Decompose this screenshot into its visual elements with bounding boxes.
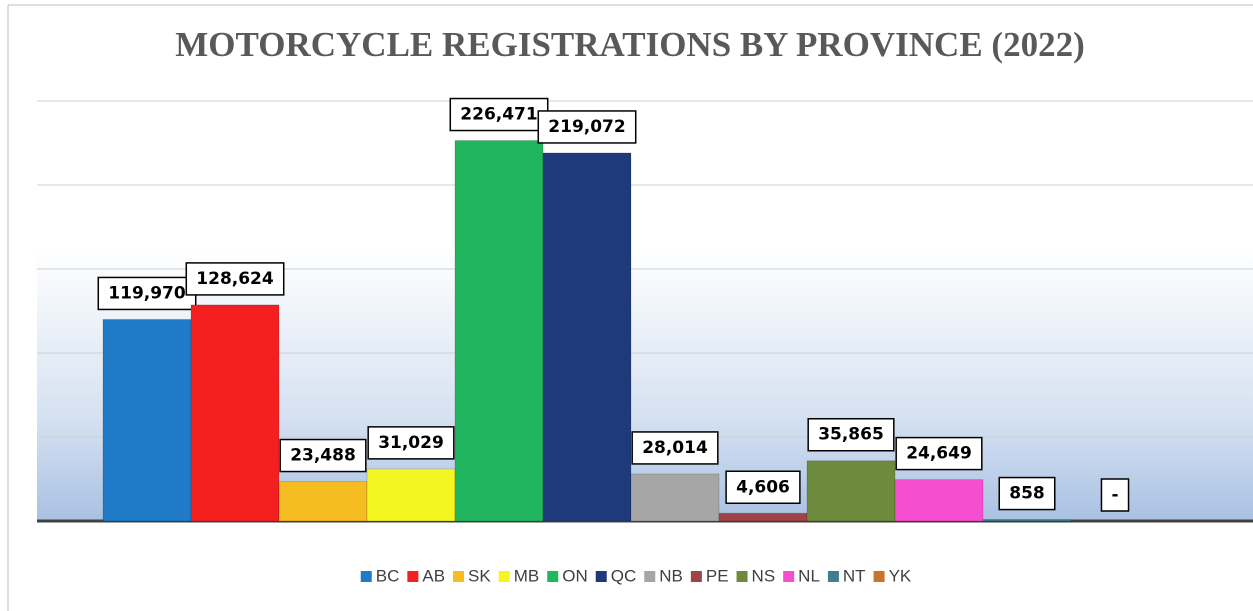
- legend-label: NS: [752, 566, 776, 585]
- legend-label: SK: [468, 566, 491, 585]
- legend-label: ON: [562, 566, 588, 585]
- chart-title: MOTORCYCLE REGISTRATIONS BY PROVINCE (20…: [175, 25, 1084, 64]
- bar: [366, 468, 456, 522]
- value-label: 31,029: [378, 433, 444, 453]
- value-label: 24,649: [906, 444, 972, 464]
- value-label-box: [185, 262, 285, 296]
- legend-swatch: [690, 571, 702, 582]
- value-label-box: [97, 276, 197, 311]
- legend-swatch: [827, 571, 839, 582]
- legend-swatch: [407, 571, 419, 582]
- legend-swatch: [453, 571, 465, 582]
- value-label-box: [449, 97, 549, 132]
- bar: [542, 152, 632, 522]
- value-label-box: [631, 431, 719, 465]
- value-label-box: [998, 476, 1056, 511]
- value-label: 119,970: [108, 283, 186, 303]
- legend-swatch: [547, 571, 559, 582]
- legend-swatch: [736, 571, 748, 582]
- legend-swatch: [783, 571, 795, 582]
- bar: [806, 460, 896, 522]
- value-label-box: [279, 438, 367, 473]
- legend-label: MB: [514, 566, 540, 585]
- value-label-box: [367, 426, 455, 460]
- bar: [454, 140, 544, 522]
- value-label: -: [1111, 485, 1118, 505]
- legend-label: PE: [706, 566, 729, 585]
- value-label-box: [1100, 478, 1130, 512]
- value-label: 219,072: [548, 117, 625, 137]
- bar: [190, 304, 280, 522]
- legend-label: NT: [843, 566, 866, 585]
- bar: [894, 479, 984, 522]
- legend-swatch: [873, 571, 885, 582]
- legend-label: NB: [659, 566, 683, 585]
- legend-swatch: [644, 571, 656, 582]
- value-label: 128,624: [196, 269, 274, 289]
- legend-label: BC: [376, 566, 400, 585]
- legend-label: AB: [422, 566, 445, 585]
- bar: [718, 512, 808, 522]
- value-label-box: [895, 436, 983, 471]
- value-label: 35,865: [818, 425, 884, 445]
- legend-label: QC: [611, 566, 637, 585]
- legend-label: YK: [889, 566, 912, 585]
- value-label: 858: [1009, 484, 1045, 504]
- value-label: 226,471: [460, 105, 537, 125]
- legend-swatch: [498, 571, 510, 582]
- bar: [102, 318, 192, 522]
- value-label: 4,606: [736, 477, 790, 497]
- legend-label: NL: [798, 566, 820, 585]
- value-label: 28,014: [642, 438, 708, 458]
- bar: [278, 481, 368, 522]
- legend-swatch: [360, 571, 372, 582]
- bar: [630, 473, 720, 522]
- value-label-box: [537, 110, 637, 144]
- value-label-box: [807, 417, 895, 452]
- value-label: 23,488: [290, 446, 356, 466]
- bar: [982, 519, 1072, 522]
- legend-swatch: [595, 571, 607, 582]
- value-label-box: [725, 470, 801, 505]
